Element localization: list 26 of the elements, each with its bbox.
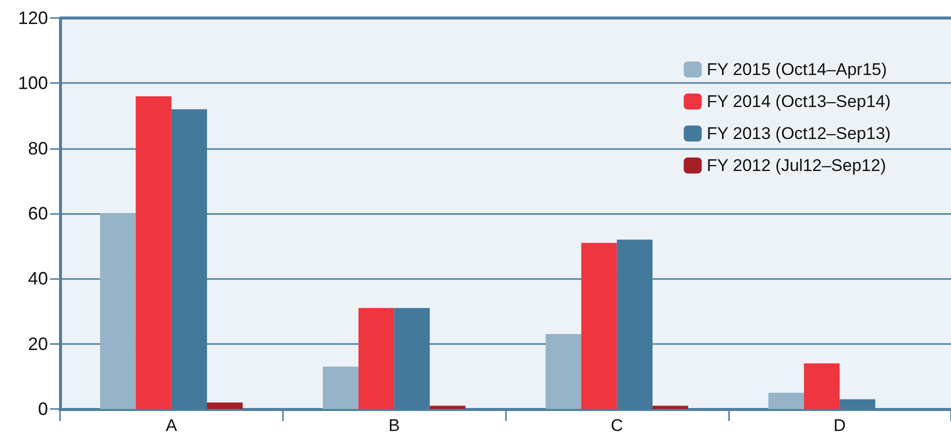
bar — [136, 96, 172, 409]
bar — [546, 334, 582, 409]
bar — [100, 214, 136, 409]
bar — [768, 392, 804, 409]
bar — [652, 406, 688, 409]
legend-label: FY 2015 (Oct14–Apr15) — [706, 60, 887, 79]
y-tick-label: 80 — [28, 138, 48, 158]
bar — [581, 242, 617, 409]
bar — [358, 308, 394, 409]
legend-label: FY 2014 (Oct13–Sep14) — [706, 92, 891, 111]
y-tick-label: 20 — [28, 334, 48, 354]
x-tick-label: C — [610, 416, 624, 435]
legend-label: FY 2013 (Oct12–Sep13) — [706, 124, 891, 143]
bar — [207, 402, 243, 409]
y-tick-label: 60 — [28, 204, 48, 224]
bar — [322, 366, 358, 409]
y-tick-label: 100 — [18, 73, 48, 94]
x-tick-label: D — [833, 416, 846, 435]
legend-label: FY 2012 (Jul12–Sep12) — [706, 156, 886, 175]
x-tick-label: A — [166, 416, 178, 435]
y-tick-label: 0 — [38, 399, 48, 419]
y-tick-label: 120 — [18, 8, 48, 28]
x-tick-label: B — [388, 416, 400, 435]
bar — [430, 406, 466, 409]
bar — [804, 363, 840, 409]
y-tick-label: 40 — [28, 268, 48, 289]
